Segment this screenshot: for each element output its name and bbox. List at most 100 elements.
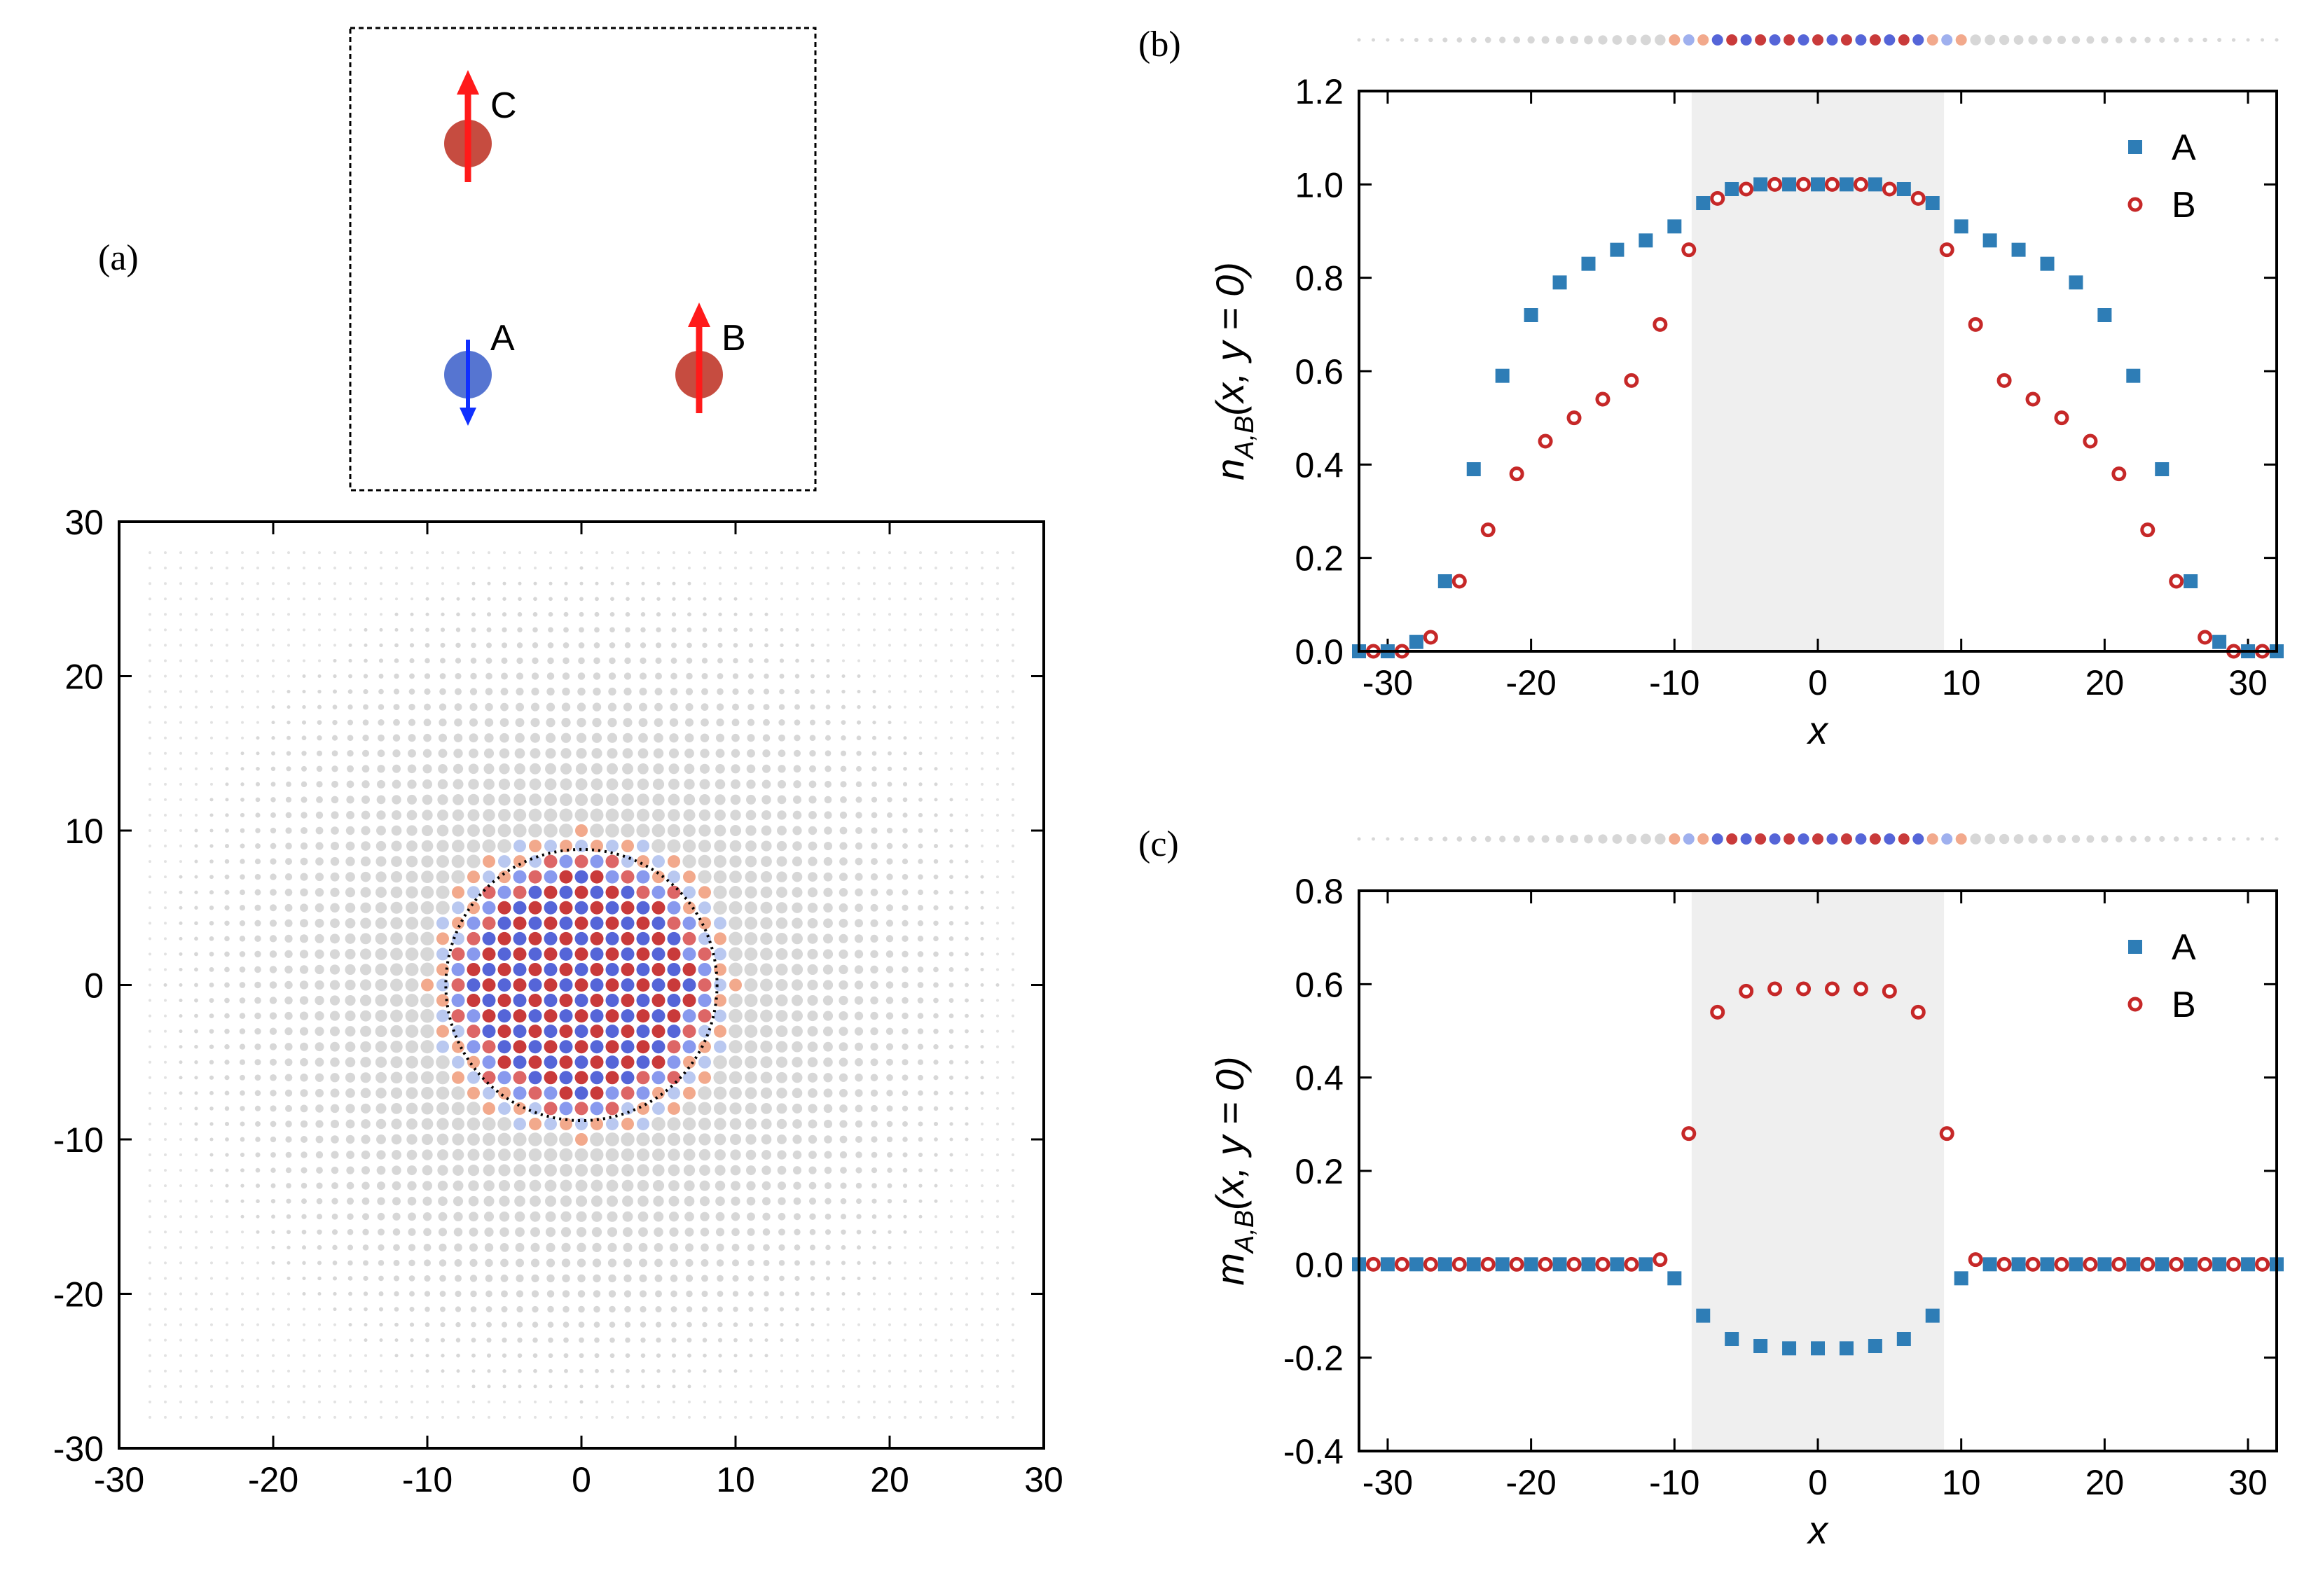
lattice-site: [241, 736, 244, 740]
lattice-site: [451, 1009, 465, 1023]
lattice-site: [315, 857, 324, 866]
lattice-site: [471, 1338, 476, 1343]
lattice-site: [933, 1090, 939, 1096]
lattice-site: [285, 1167, 292, 1174]
lattice-site: [425, 1369, 429, 1373]
lattice-site: [329, 964, 340, 975]
lattice-site: [349, 1354, 352, 1357]
lattice-site: [605, 947, 619, 961]
lattice-site: [452, 809, 464, 821]
lattice-site: [195, 1292, 198, 1296]
lattice-site: [996, 690, 999, 693]
lattice-site: [840, 781, 847, 788]
lattice-site: [888, 567, 891, 570]
lattice-site: [810, 704, 815, 710]
lattice-site: [885, 1012, 894, 1020]
lattice-site: [656, 612, 661, 617]
lattice-site: [667, 978, 681, 992]
lattice-site: [949, 1137, 953, 1142]
lattice-site: [1012, 1029, 1014, 1033]
lattice-site: [965, 1230, 968, 1234]
lattice-site: [345, 841, 355, 851]
lattice-site: [715, 763, 725, 774]
lattice-site: [793, 749, 801, 757]
lattice-site: [919, 659, 922, 662]
lattice-site: [651, 978, 665, 992]
chain-site: [1912, 34, 1924, 46]
lattice-site: [331, 750, 338, 757]
lattice-site: [272, 597, 275, 601]
data-point-a: [2011, 1257, 2026, 1272]
lattice-site: [1012, 1292, 1014, 1296]
lattice-site: [361, 826, 371, 835]
lattice-site: [375, 887, 387, 898]
lattice-site: [302, 1276, 306, 1280]
lattice-site: [209, 828, 214, 833]
data-point-a: [1896, 1332, 1911, 1346]
lattice-site: [345, 1011, 356, 1022]
lattice-site: [240, 828, 245, 833]
lattice-site: [825, 735, 832, 741]
lattice-site: [467, 1117, 481, 1131]
lattice-site: [839, 1027, 848, 1036]
chain-site: [2188, 37, 2193, 43]
lattice-site: [965, 1292, 968, 1296]
lattice-site: [513, 931, 527, 945]
lattice-site: [453, 1196, 464, 1207]
lattice-site: [796, 597, 799, 601]
lattice-site: [744, 978, 758, 992]
chain-site: [2115, 36, 2123, 43]
lattice-site: [934, 1292, 937, 1296]
lattice-site: [528, 1071, 542, 1085]
lattice-site: [301, 1167, 308, 1174]
chain-site: [1869, 34, 1881, 46]
lattice-site: [808, 826, 818, 835]
lattice-site: [590, 947, 604, 961]
lattice-site: [933, 1106, 939, 1111]
lattice-site: [854, 996, 864, 1005]
chain-site: [1386, 837, 1390, 841]
lattice-site: [425, 1338, 429, 1342]
lattice-site: [701, 1243, 709, 1252]
lattice-site: [996, 582, 999, 585]
lattice-site: [653, 1212, 664, 1222]
lattice-site: [621, 1164, 634, 1177]
lattice-site: [514, 763, 525, 775]
lattice-site: [950, 1400, 953, 1403]
lattice-site: [811, 1369, 814, 1373]
lattice-site: [827, 1415, 829, 1419]
lattice-site: [240, 1137, 245, 1142]
lattice-site: [823, 1041, 833, 1052]
lattice-site: [272, 1354, 275, 1357]
lattice-site: [687, 627, 692, 632]
lattice-site: [284, 950, 293, 959]
lattice-site: [810, 1291, 815, 1296]
lattice-site: [873, 1323, 876, 1326]
lattice-site: [562, 1274, 570, 1283]
lattice-site: [637, 748, 649, 759]
lattice-site: [824, 1166, 832, 1174]
lattice-site: [776, 1071, 787, 1083]
lattice-site: [965, 1122, 969, 1126]
lattice-site: [378, 658, 384, 663]
lattice-site: [667, 824, 681, 838]
lattice-site: [503, 551, 506, 555]
lattice-site: [965, 1277, 968, 1280]
lattice-site: [454, 1258, 462, 1267]
lattice-site: [824, 826, 832, 835]
lattice-site: [839, 1073, 848, 1082]
lattice-site: [996, 968, 999, 971]
data-point-b: [1365, 1256, 1381, 1272]
lattice-site: [391, 1150, 402, 1160]
lattice-site: [777, 779, 787, 789]
lattice-site: [179, 1354, 182, 1357]
lattice-site: [360, 1103, 371, 1113]
lattice-site: [408, 749, 416, 758]
lattice-site: [499, 733, 509, 743]
lattice-site: [718, 1369, 722, 1373]
lattice-site: [827, 1338, 829, 1342]
chain-site: [1912, 833, 1924, 845]
lattice-site: [607, 718, 617, 728]
chain-strip: [1357, 34, 2279, 46]
lattice-site: [729, 1024, 743, 1039]
